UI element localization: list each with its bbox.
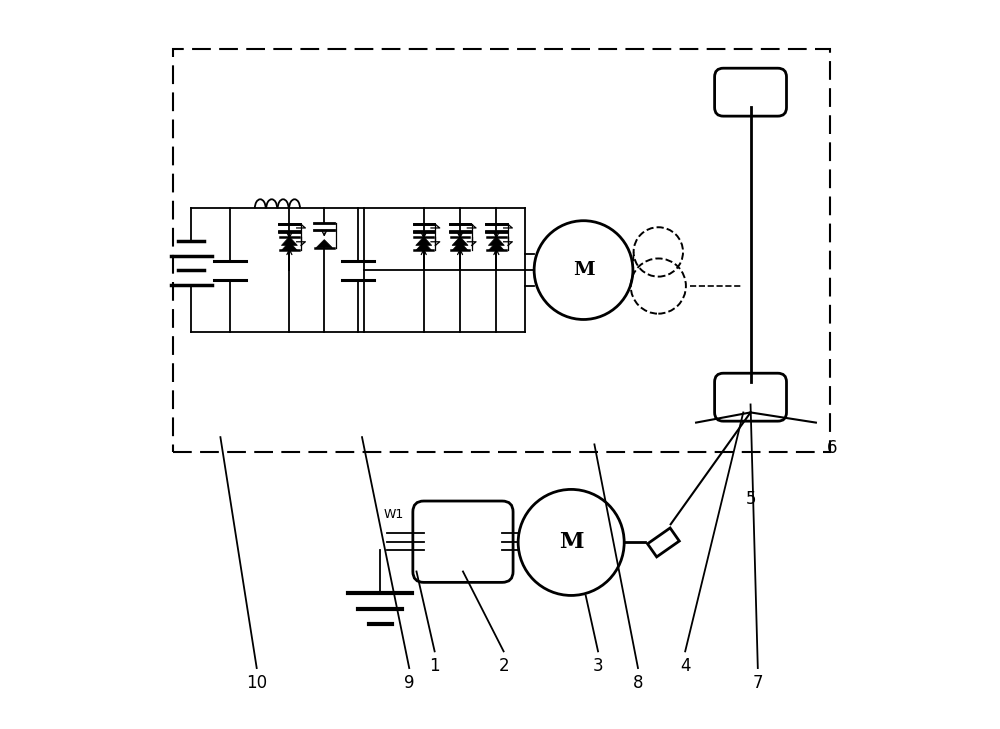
- Text: M: M: [573, 261, 594, 279]
- Polygon shape: [488, 237, 504, 246]
- FancyBboxPatch shape: [413, 501, 513, 582]
- Text: 10: 10: [246, 674, 267, 692]
- Polygon shape: [452, 237, 468, 246]
- Text: W1: W1: [384, 508, 404, 521]
- Polygon shape: [648, 528, 679, 557]
- FancyBboxPatch shape: [715, 69, 786, 116]
- Text: 4: 4: [680, 657, 690, 675]
- Text: 7: 7: [753, 674, 763, 692]
- Text: 8: 8: [633, 674, 643, 692]
- Polygon shape: [281, 242, 297, 251]
- Text: 6: 6: [827, 439, 838, 457]
- Polygon shape: [416, 242, 432, 251]
- Text: 9: 9: [404, 674, 414, 692]
- Polygon shape: [452, 242, 468, 251]
- Text: M: M: [559, 531, 583, 553]
- Circle shape: [518, 489, 624, 596]
- Polygon shape: [416, 237, 432, 246]
- Polygon shape: [281, 237, 297, 246]
- Text: 3: 3: [593, 657, 603, 675]
- Bar: [173, 49, 830, 452]
- FancyBboxPatch shape: [715, 373, 786, 421]
- Text: 5: 5: [745, 490, 756, 508]
- Text: 1: 1: [429, 657, 440, 675]
- Polygon shape: [488, 242, 504, 251]
- Polygon shape: [316, 240, 332, 248]
- Text: 2: 2: [498, 657, 509, 675]
- Circle shape: [534, 221, 633, 319]
